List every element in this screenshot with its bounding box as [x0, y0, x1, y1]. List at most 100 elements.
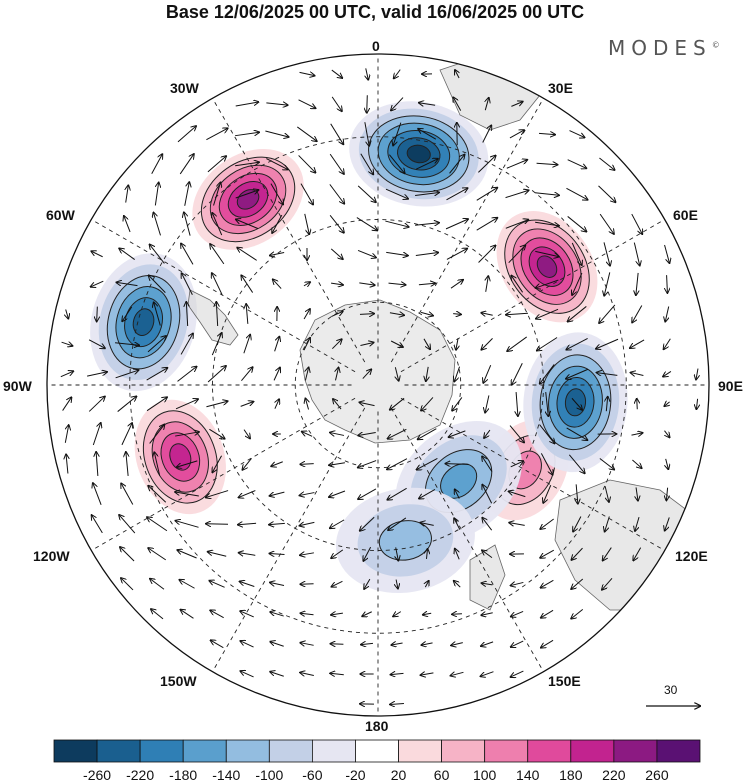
wind-arrow — [509, 425, 524, 443]
colorbar-swatch — [182, 739, 227, 763]
wind-arrow — [445, 464, 469, 465]
wind-arrow — [329, 463, 345, 465]
map-title: Base 12/06/2025 00 UTC, valid 16/06/2025… — [165, 2, 585, 22]
wind-arrow — [329, 490, 346, 497]
wind-arrow — [391, 643, 403, 645]
wind-arrow — [665, 517, 670, 530]
wind-arrow — [336, 368, 339, 381]
wind-arrow — [512, 363, 523, 385]
wind-arrow — [426, 549, 427, 560]
wind-arrow — [541, 609, 554, 617]
wind-arrow — [300, 553, 314, 555]
wind-arrow — [303, 309, 310, 320]
wind-arrow — [510, 461, 523, 468]
wind-arrow — [93, 483, 102, 506]
wind-arrow — [246, 304, 248, 324]
wind-arrow — [154, 302, 161, 326]
wind-arrow — [388, 517, 407, 530]
wind-arrow — [664, 338, 671, 349]
wind-arrow — [305, 399, 308, 410]
wind-arrow — [303, 338, 310, 351]
lon-label-0: 0 — [372, 38, 380, 54]
wind-arrow — [360, 153, 373, 175]
wind-arrow — [481, 641, 494, 646]
wind-arrow — [632, 459, 641, 468]
wind-arrow — [363, 546, 372, 561]
wind-arrow — [568, 306, 587, 321]
meridian-line — [212, 98, 366, 363]
wind-arrow — [571, 242, 581, 265]
wind-arrow — [635, 516, 640, 531]
wind-arrow — [180, 334, 193, 355]
colorbar-swatch — [355, 739, 399, 763]
wind-arrow — [539, 424, 555, 444]
colorbar-tick-label: -260 — [83, 767, 112, 783]
wind-arrow — [182, 273, 193, 295]
wind-arrow — [483, 365, 492, 383]
wind-arrow — [571, 609, 584, 618]
wind-arrow — [175, 399, 198, 410]
wind-arrow — [568, 454, 584, 473]
wind-arrow — [330, 519, 345, 528]
wind-arrow — [541, 639, 554, 647]
wind-arrow — [393, 122, 402, 146]
wind-arrow — [603, 242, 610, 265]
wind-arrow — [298, 155, 316, 172]
lon-label-90e: 90E — [718, 378, 743, 394]
wind-arrow — [362, 369, 371, 379]
wind-arrow — [274, 337, 280, 352]
wind-arrow — [266, 103, 287, 105]
wind-arrow — [415, 223, 439, 226]
wind-arrow — [486, 276, 489, 292]
colorbar-swatch — [53, 739, 98, 763]
lon-label-30e: 30E — [548, 80, 573, 96]
wind-arrow — [569, 130, 584, 138]
wind-arrow — [572, 272, 583, 295]
wind-arrow — [272, 214, 283, 233]
wind-arrow — [240, 582, 255, 587]
wind-arrow — [385, 220, 408, 227]
colorbar-tick-label: 60 — [433, 767, 450, 783]
wind-arrow — [418, 428, 437, 440]
wind-arrow — [540, 364, 555, 383]
wind-arrow — [451, 643, 463, 646]
wind-arrow — [566, 337, 588, 349]
wind-arrow — [573, 516, 582, 531]
wind-arrow — [421, 643, 433, 645]
wind-arrow — [540, 453, 552, 474]
wind-arrow — [60, 371, 73, 378]
wind-arrow — [420, 523, 434, 526]
wind-arrow — [541, 579, 554, 587]
wind-arrow — [445, 219, 468, 230]
wind-arrow — [423, 613, 432, 615]
wind-arrow — [210, 610, 224, 619]
wind-arrow — [451, 672, 464, 675]
wind-arrow — [92, 423, 100, 446]
wind-arrow — [387, 487, 407, 499]
wind-arrow — [426, 366, 428, 381]
wind-arrow — [396, 579, 398, 589]
wind-arrow — [385, 188, 408, 199]
wind-arrow — [364, 122, 369, 146]
wind-arrow — [273, 279, 282, 289]
wind-arrow — [631, 213, 642, 234]
wind-arrow — [303, 282, 310, 286]
wind-arrow — [509, 523, 525, 526]
wind-arrow — [207, 366, 226, 383]
colorbar-tick-label: -100 — [255, 767, 284, 783]
wind-arrow — [415, 253, 438, 256]
anomaly-high-0 — [183, 140, 313, 258]
wind-arrow — [331, 339, 341, 350]
wind-arrow — [666, 458, 669, 469]
wind-arrow — [177, 126, 196, 143]
wind-arrow — [117, 396, 137, 412]
wind-arrow — [184, 182, 190, 206]
wind-vectors — [60, 68, 698, 704]
wind-arrow — [208, 552, 227, 557]
wind-arrow — [417, 457, 438, 469]
colorbar-tick-label: 180 — [559, 767, 583, 783]
wind-arrow — [269, 523, 285, 524]
lon-label-30w: 30W — [170, 80, 199, 96]
wind-arrow — [329, 215, 344, 232]
wind-arrow — [481, 671, 494, 677]
